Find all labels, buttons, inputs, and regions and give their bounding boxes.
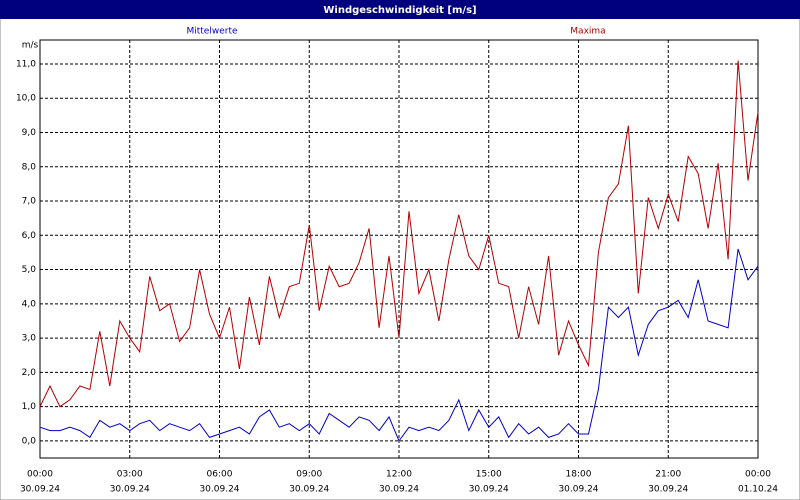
y-axis-label: m/s <box>22 41 39 51</box>
x-tick-sublabel: 30.09.24 <box>20 485 60 495</box>
x-tick-label: 21:00 <box>655 470 681 480</box>
y-tick-label: 2,0 <box>22 368 37 378</box>
y-tick-label: 10,0 <box>16 94 36 104</box>
x-tick-sublabel: 30.09.24 <box>199 485 239 495</box>
y-tick-label: 8,0 <box>22 162 37 172</box>
x-tick-label: 15:00 <box>476 470 502 480</box>
y-tick-label: 5,0 <box>22 265 37 275</box>
legend-entry: Maxima <box>570 27 605 37</box>
x-tick-sublabel: 30.09.24 <box>110 485 150 495</box>
x-tick-label: 12:00 <box>386 470 412 480</box>
x-tick-label: 00:00 <box>745 470 771 480</box>
title-bar <box>0 0 800 19</box>
x-tick-sublabel: 30.09.24 <box>469 485 509 495</box>
y-tick-label: 6,0 <box>22 231 37 241</box>
line-series <box>39 248 759 442</box>
y-tick-label: 3,0 <box>22 334 37 344</box>
x-tick-sublabel: 30.09.24 <box>558 485 598 495</box>
x-tick-sublabel: 30.09.24 <box>289 485 329 495</box>
y-tick-label: 11,0 <box>16 59 36 69</box>
x-tick-label: 03:00 <box>117 470 143 480</box>
x-tick-label: 06:00 <box>207 470 233 480</box>
x-tick-label: 09:00 <box>296 470 322 480</box>
y-tick-label: 1,0 <box>22 402 37 412</box>
chart-title: Windgeschwindigkeit [m/s] <box>323 5 476 16</box>
legend-entry: Mittelwerte <box>186 27 237 37</box>
y-tick-label: 7,0 <box>22 197 37 207</box>
x-tick-sublabel: 30.09.24 <box>648 485 688 495</box>
x-tick-sublabel: 30.09.24 <box>379 485 419 495</box>
x-tick-label: 00:00 <box>27 470 53 480</box>
y-tick-label: 0,0 <box>22 436 37 446</box>
y-tick-label: 9,0 <box>22 128 37 138</box>
y-tick-label: 4,0 <box>22 299 37 309</box>
x-tick-sublabel: 01.10.24 <box>738 485 778 495</box>
line-series <box>39 60 759 408</box>
x-tick-label: 18:00 <box>566 470 592 480</box>
